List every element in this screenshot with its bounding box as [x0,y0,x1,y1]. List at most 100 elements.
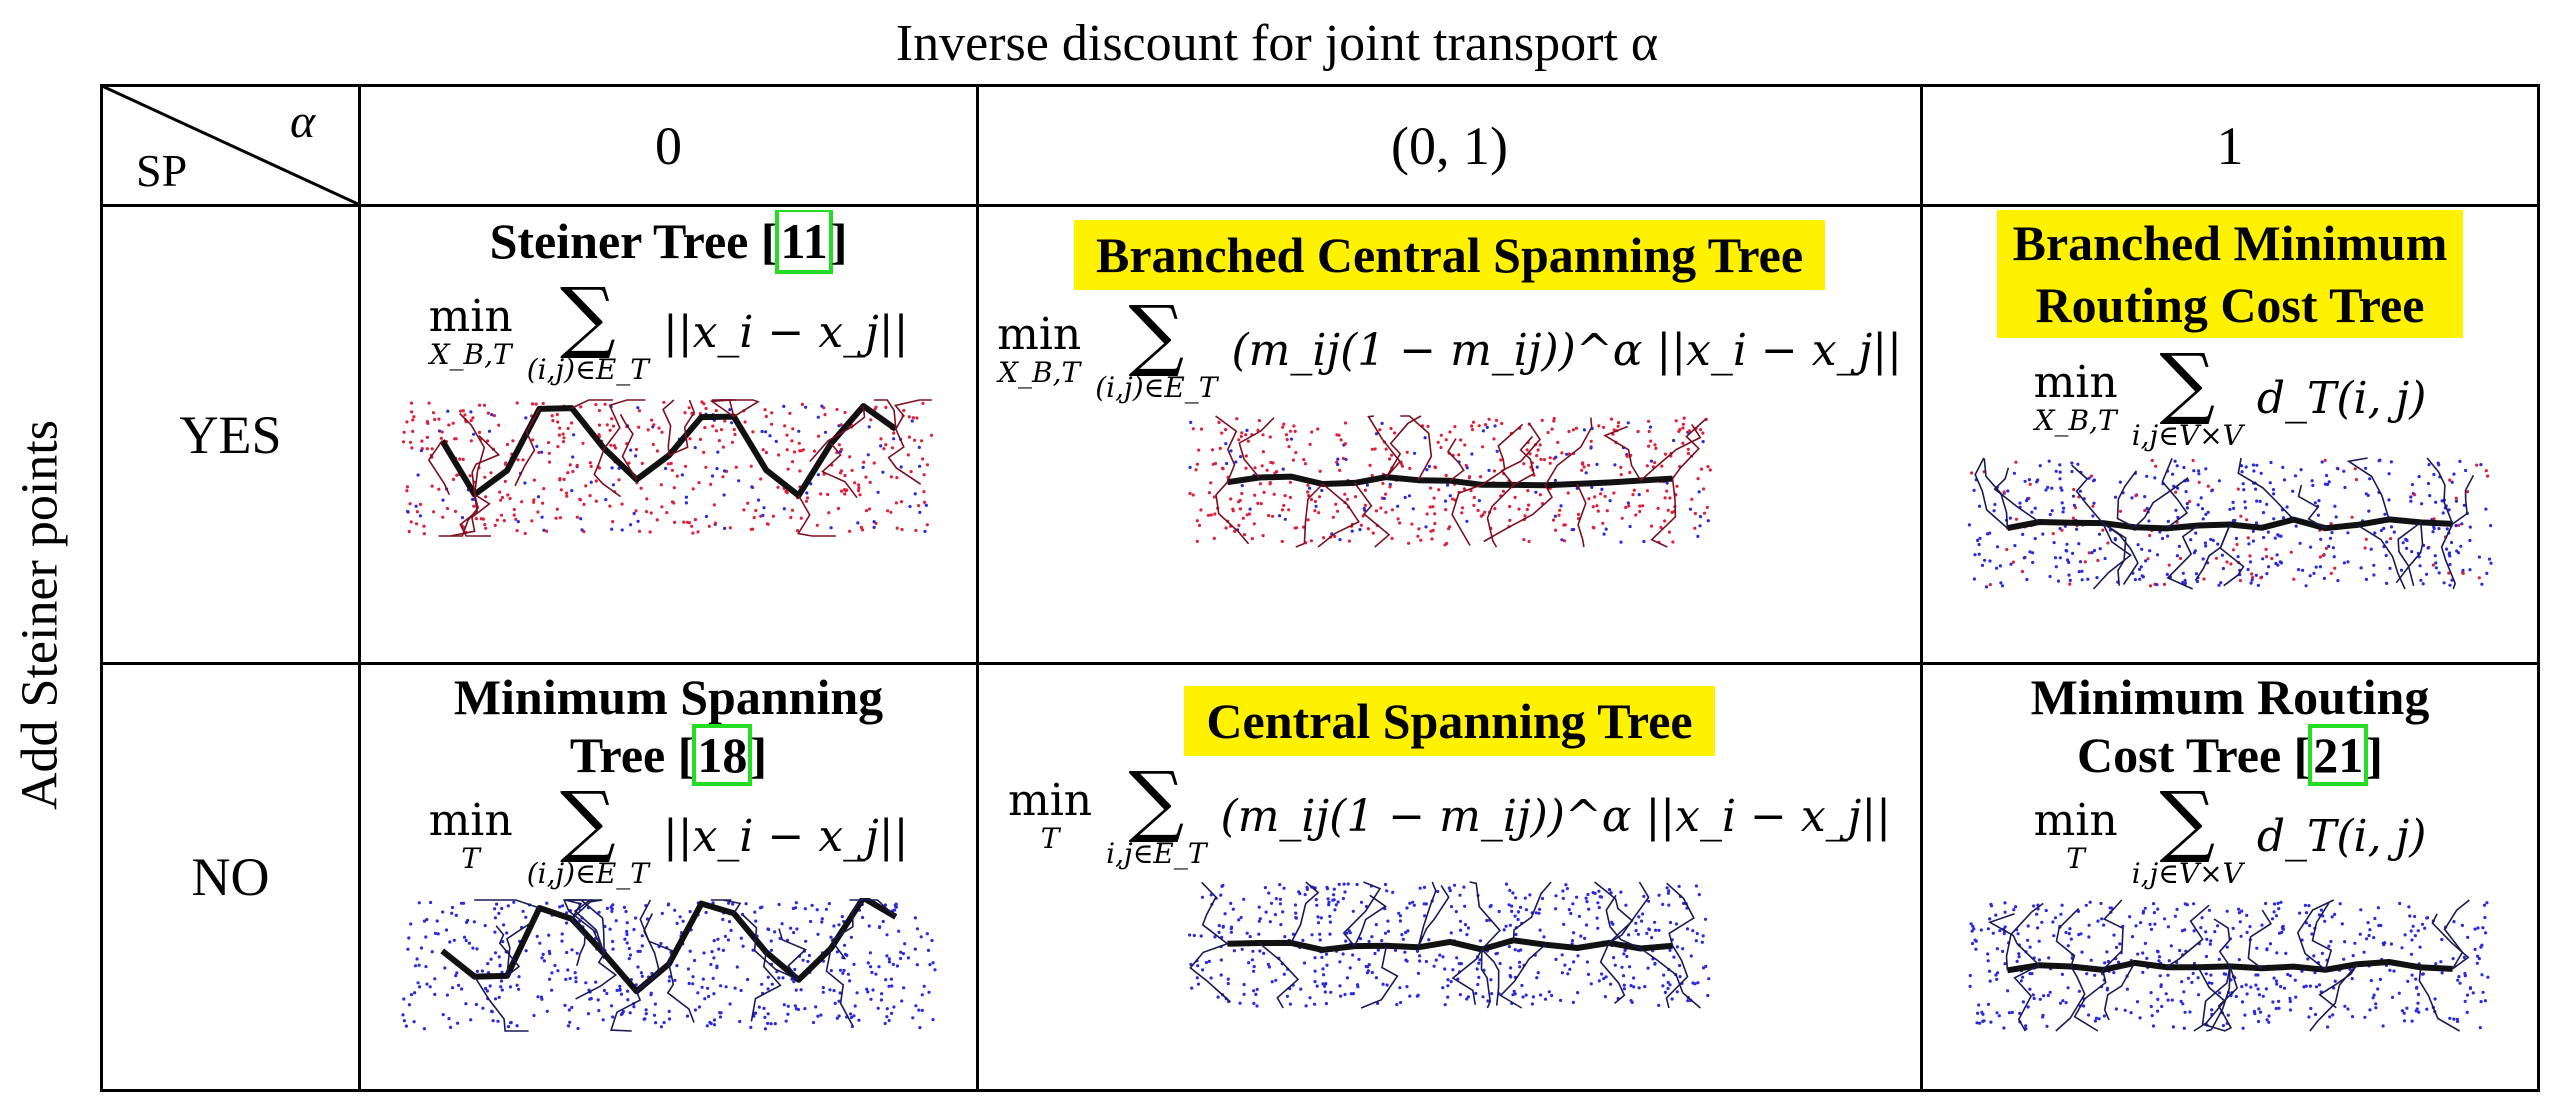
data-point [2143,508,2147,513]
data-point [1373,447,1377,451]
citation-link[interactable]: 18 [692,724,753,786]
tree-branch [2073,969,2107,1032]
data-point [520,458,525,462]
data-point [791,980,795,984]
data-point [1447,430,1452,434]
data-point [667,979,671,983]
data-point [1236,523,1240,528]
data-point [2221,566,2225,571]
data-point [1239,434,1243,439]
citation-link[interactable]: 21 [2308,724,2369,786]
data-point [879,998,883,1002]
data-point [652,1013,656,1017]
data-point [474,1002,478,1007]
data-point [1524,993,1528,997]
data-point [1212,495,1216,499]
tree-branch [1665,882,1695,947]
data-point [1986,1002,1991,1007]
data-point [1242,982,1246,987]
data-point [1436,488,1440,492]
data-point [1562,539,1566,543]
data-point [474,517,478,521]
data-point [1597,905,1601,910]
data-point [547,949,551,953]
data-point [511,900,515,904]
data-point [2052,541,2056,545]
data-point [2237,958,2241,962]
data-point [715,937,719,941]
data-point [2410,550,2414,554]
data-point [2402,1011,2406,1015]
data-point [808,919,812,924]
tree-branch [1214,481,1249,545]
data-point [516,458,520,462]
data-point [722,419,726,423]
data-point [2091,504,2095,508]
data-point [418,502,422,507]
tree-branch [666,963,695,1023]
data-point [2067,560,2071,565]
data-point [1601,976,1605,981]
data-point [1670,510,1674,515]
data-point [409,410,413,414]
data-point [1319,916,1323,920]
citation-link[interactable]: 11 [775,210,833,274]
data-point [468,474,472,478]
data-point [2218,991,2222,995]
data-point [2265,502,2269,506]
data-point [2468,538,2472,543]
table-rule-col2 [976,84,979,1092]
data-point [2410,973,2414,977]
data-point [609,417,613,421]
data-point [1358,937,1362,941]
tree-branch [741,914,799,981]
data-point [546,441,550,445]
data-point [2194,572,2198,576]
data-point [927,963,932,967]
data-point [1216,420,1221,425]
data-point [888,510,892,514]
data-point [2025,499,2029,503]
data-point [541,528,545,532]
data-point [745,501,749,505]
data-point [1228,497,1232,501]
data-point [1324,1002,1328,1006]
data-point [1460,506,1464,510]
data-point [1437,953,1441,957]
data-point [1680,426,1684,430]
data-point [469,419,473,423]
data-point [2021,1000,2025,1004]
data-point [1260,433,1265,437]
data-point [1403,930,1407,935]
data-point [2440,937,2444,942]
data-point [577,497,581,501]
tree-branch [1639,424,1701,482]
data-point [482,475,486,479]
data-point [2481,926,2485,930]
data-point [919,439,923,443]
data-point [557,905,561,909]
data-point [1706,519,1710,523]
tree-branch [2452,475,2475,525]
data-point [846,972,850,976]
data-point [475,969,479,973]
data-point [1191,493,1195,497]
data-point [1666,903,1670,907]
data-point [401,440,405,444]
data-point [2156,1009,2160,1013]
data-point [791,931,795,935]
data-point [2003,901,2007,905]
data-point [549,971,553,975]
data-point [1465,466,1469,470]
data-point [761,448,765,452]
data-point [1257,419,1261,423]
data-point [1426,938,1430,942]
data-point [895,964,899,968]
sum-symbol: ∑ [1128,290,1185,380]
data-point [1646,419,1650,423]
data-point [492,930,496,934]
data-point [2416,992,2421,997]
data-point [2239,934,2243,938]
data-point [2273,536,2277,540]
data-point [462,413,466,417]
